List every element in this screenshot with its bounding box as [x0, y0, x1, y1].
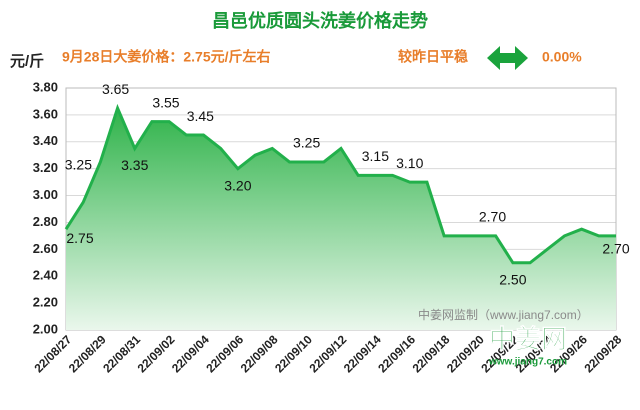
data-label: 3.65	[102, 81, 129, 97]
y-axis-label: 元/斤	[10, 53, 44, 70]
data-label: 3.20	[224, 177, 251, 193]
watermark: 中姜网监制（www.jiang7.com）	[418, 307, 589, 322]
logo-url: www.jiang7.com	[488, 357, 567, 368]
data-label: 3.15	[362, 148, 389, 164]
y-tick-label: 3.60	[33, 106, 58, 121]
change-value: 0.00%	[542, 49, 582, 65]
data-label: 2.75	[66, 230, 93, 246]
y-tick-label: 2.00	[33, 321, 58, 336]
chart-title: 昌邑优质圆头洗姜价格走势	[212, 10, 428, 31]
y-tick-label: 3.00	[33, 187, 58, 202]
y-tick-label: 2.80	[33, 214, 58, 229]
data-label: 3.10	[396, 155, 423, 171]
y-tick-label: 3.80	[33, 79, 58, 94]
data-label: 3.35	[121, 157, 148, 173]
data-label: 2.70	[602, 241, 629, 257]
price-note: 9月28日大姜价格：2.75元/斤左右	[62, 49, 271, 65]
data-label: 3.25	[293, 135, 320, 151]
y-tick-label: 2.20	[33, 295, 58, 310]
y-tick-label: 3.40	[33, 133, 58, 148]
plot: 2.00 2.20 2.40 2.60 2.80 3.00 3.20 3.40 3.60 3.80…	[31, 79, 629, 375]
y-tick-label: 3.20	[33, 160, 58, 175]
data-label: 3.55	[152, 94, 179, 110]
data-label: 2.50	[499, 271, 526, 287]
y-tick-label: 2.40	[33, 268, 58, 283]
data-label: 2.70	[479, 209, 506, 225]
x-tick-label: 22/09/28	[581, 332, 624, 375]
line	[64, 103, 616, 265]
logo: 中姜网	[489, 324, 567, 354]
y-tick-label: 2.60	[33, 241, 58, 256]
change-text: 较昨日平稳	[398, 49, 468, 65]
data-label: 3.25	[65, 157, 92, 173]
flat-arrow	[487, 46, 528, 70]
data-label: 3.45	[187, 108, 214, 124]
area	[66, 108, 616, 331]
